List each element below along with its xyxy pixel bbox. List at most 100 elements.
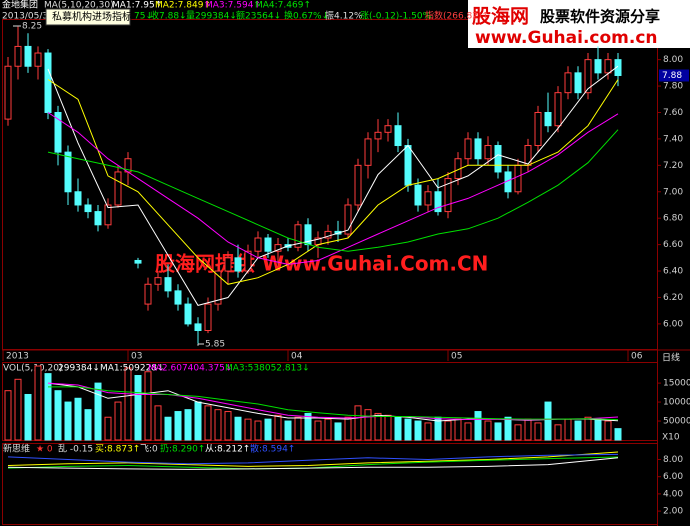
candle-body xyxy=(184,303,192,325)
volume-bar xyxy=(284,420,292,441)
y-tick-label: 6.80 xyxy=(663,214,683,224)
candle-body xyxy=(434,191,442,213)
y-tick-label: 8.00 xyxy=(663,55,683,65)
y-tick-label: 100000 xyxy=(663,398,690,408)
volume-bar xyxy=(114,401,122,441)
legend-label: ★ 0 xyxy=(36,445,53,455)
volume-bar xyxy=(414,420,422,441)
status-item: 涨(-0.12)-1.50% xyxy=(360,11,432,22)
candle-body xyxy=(294,224,302,248)
candle-body xyxy=(64,151,72,193)
y-tick-label: 7.80 xyxy=(663,82,683,92)
volume-bar xyxy=(314,420,322,441)
y-tick-label: 7.40 xyxy=(663,134,683,144)
volume-bar xyxy=(524,418,532,441)
candle-body xyxy=(254,237,262,252)
legend-label: 飞:0 xyxy=(140,444,158,455)
volume-bar xyxy=(484,420,492,441)
series-line xyxy=(7,457,619,470)
volume-bar xyxy=(594,418,602,441)
status-item: 2013/05/31 xyxy=(2,12,54,22)
series-line xyxy=(47,129,619,252)
volume-bar xyxy=(514,424,522,441)
candle-body xyxy=(224,257,232,272)
volume-bar xyxy=(424,422,432,441)
volume-current: 299384↓ xyxy=(58,364,100,374)
candle-body xyxy=(94,211,102,226)
volume-bar xyxy=(194,401,202,441)
legend-entry: 扔:8.290↑ xyxy=(160,443,205,455)
candle-body xyxy=(574,72,582,94)
y-tick-label: 7.60 xyxy=(663,108,683,118)
candle-body xyxy=(464,138,472,160)
volume-bar xyxy=(394,416,402,441)
volume-bar xyxy=(234,416,242,441)
volume-bar xyxy=(94,382,102,441)
candle-body xyxy=(134,259,142,264)
legend-entry: MA4:7.469↑ xyxy=(255,1,311,11)
legend-entry: MA3:7.594↑ xyxy=(205,1,261,11)
candle-body xyxy=(144,283,152,305)
candle-body xyxy=(514,164,522,193)
y-tick-label: 150000 xyxy=(663,379,690,389)
volume-bar xyxy=(204,405,212,441)
period-label: 日线 xyxy=(662,352,680,364)
volume-bar xyxy=(24,393,32,441)
candle-body xyxy=(584,59,592,94)
x-tick-label: 04 xyxy=(291,352,303,362)
volume-unit: X10 xyxy=(662,433,680,443)
series-line xyxy=(47,112,619,265)
candle-body xyxy=(274,244,282,252)
candle-body xyxy=(384,125,392,133)
x-tick-label: 06 xyxy=(631,352,643,362)
last-price-box xyxy=(659,69,689,82)
volume-bar xyxy=(164,416,172,441)
volume-bar xyxy=(614,428,622,441)
series-line xyxy=(7,453,619,465)
status-item: 量299384↓ xyxy=(186,11,237,22)
volume-bar xyxy=(104,416,112,441)
x-tick-label: 05 xyxy=(451,352,462,362)
volume-bar xyxy=(224,411,232,441)
candle-body xyxy=(524,145,532,166)
volume-bar xyxy=(44,373,52,441)
candle-body xyxy=(594,59,602,74)
legend-entry: MA3:538052.813↓ xyxy=(225,364,310,374)
x-tick-label: 2013 xyxy=(6,352,29,362)
indicator-title: 新思维 xyxy=(3,443,30,455)
candle-body xyxy=(114,171,122,206)
legend-label: 乱 -0.15 xyxy=(58,444,93,455)
volume-bar xyxy=(54,390,62,441)
volume-bar xyxy=(274,414,282,441)
y-tick-label: 50000 xyxy=(663,417,690,427)
series-line xyxy=(47,65,619,306)
candle-body xyxy=(194,323,202,332)
volume-bar xyxy=(144,371,152,441)
candle-body xyxy=(364,138,372,166)
candle-body xyxy=(74,191,82,206)
candle-body xyxy=(404,145,412,186)
y-tick-label: 6.60 xyxy=(663,240,683,250)
candle-body xyxy=(554,92,562,127)
legend-entry: MA2.607404.375↓ xyxy=(148,364,232,374)
candle-body xyxy=(24,45,32,67)
candle-body xyxy=(174,290,182,305)
y-tick-label: 7.00 xyxy=(663,187,683,197)
legend-entry: 散:8.594↑ xyxy=(250,443,295,455)
volume-bar xyxy=(154,405,162,441)
volume-bar xyxy=(254,420,262,441)
volume-bar xyxy=(244,418,252,441)
last-price-label: 7.88 xyxy=(662,71,682,81)
candle-body xyxy=(444,178,452,213)
y-tick-label: 6.20 xyxy=(663,293,683,303)
logo-url: www.Guhai.com.cn xyxy=(475,28,658,48)
candle-body xyxy=(4,65,12,120)
stock-name: 金地集团 xyxy=(2,0,38,11)
tooltip-box xyxy=(45,8,131,26)
tooltip: 私募机构进场指标 xyxy=(52,10,132,23)
candle-body xyxy=(14,45,22,67)
candle-body xyxy=(394,125,402,147)
volume-bar xyxy=(464,422,472,441)
volume-title: VOL(5,10,20) xyxy=(3,364,62,374)
candle-body xyxy=(414,184,422,206)
